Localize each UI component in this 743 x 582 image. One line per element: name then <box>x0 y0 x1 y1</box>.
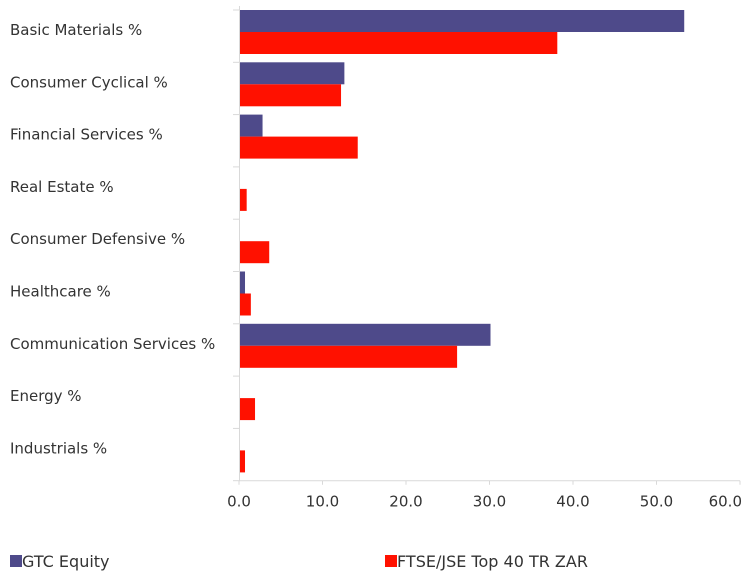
bar-ftse-jse-top40 <box>240 398 256 421</box>
category-label: Energy % <box>10 387 82 405</box>
bar-ftse-jse-top40 <box>240 188 247 211</box>
category-label: Consumer Cyclical % <box>10 73 168 91</box>
bar-ftse-jse-top40 <box>240 345 458 368</box>
legend-label: FTSE/JSE Top 40 TR ZAR <box>397 552 588 571</box>
bar-ftse-jse-top40 <box>240 84 342 107</box>
bar-ftse-jse-top40 <box>240 241 270 264</box>
bar-gtc-equity <box>240 114 263 137</box>
category-label: Basic Materials % <box>10 21 142 39</box>
legend-swatch <box>385 555 397 567</box>
bar-gtc-equity <box>240 323 491 346</box>
bar-ftse-jse-top40 <box>240 32 558 54</box>
x-tick-label: 50.0 <box>640 493 673 511</box>
category-label: Industrials % <box>10 439 107 457</box>
category-label: Healthcare % <box>10 283 111 301</box>
x-tick-label: 0.0 <box>227 493 251 511</box>
legend-label: GTC Equity <box>22 552 110 571</box>
category-label: Consumer Defensive % <box>10 230 185 248</box>
bar-ftse-jse-top40 <box>240 136 358 159</box>
bar-ftse-jse-top40 <box>240 450 246 473</box>
legend-swatch <box>10 555 22 567</box>
category-label: Communication Services % <box>10 335 215 353</box>
category-label: Real Estate % <box>10 178 114 196</box>
x-tick-label: 10.0 <box>306 493 339 511</box>
x-tick-label: 60.0 <box>709 493 742 511</box>
bar-gtc-equity <box>240 271 246 294</box>
x-tick-label: 40.0 <box>556 493 589 511</box>
x-tick-label: 30.0 <box>473 493 506 511</box>
bar-gtc-equity <box>240 10 685 32</box>
bar-gtc-equity <box>240 62 345 85</box>
x-tick-label: 20.0 <box>389 493 422 511</box>
bar-ftse-jse-top40 <box>240 293 251 316</box>
category-label: Financial Services % <box>10 126 163 144</box>
